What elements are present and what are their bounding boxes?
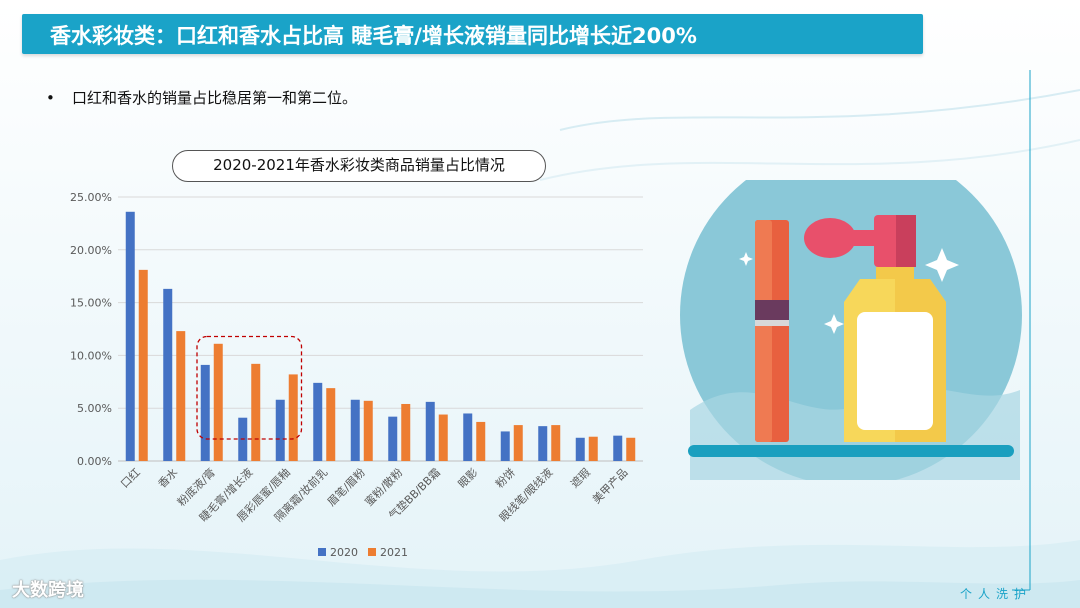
- y-tick-label: 15.00%: [70, 297, 112, 310]
- bar-2020: [200, 364, 210, 461]
- bar-2021: [401, 403, 411, 461]
- bar-2020: [388, 416, 398, 461]
- bar-2021: [626, 437, 636, 461]
- brand-watermark: 大数跨境: [12, 580, 84, 601]
- bar-2020: [538, 426, 548, 461]
- bar-2020: [313, 382, 323, 461]
- x-tick-label: 口红: [118, 466, 143, 491]
- sparkle-icons: [739, 248, 959, 334]
- y-tick-label: 10.00%: [70, 349, 112, 362]
- cosmetics-illustration: [680, 180, 1022, 480]
- bar-2021: [588, 436, 598, 461]
- bullet-text: 口红和香水的销量占比稳居第一和第二位。: [72, 89, 358, 107]
- bar-2020: [463, 413, 473, 461]
- slide-title: 香水彩妆类：口红和香水占比高 睫毛膏/增长液销量同比增长近200%: [50, 24, 697, 48]
- bar-2020: [350, 399, 360, 461]
- bar-2021: [213, 343, 223, 461]
- bar-2021: [551, 425, 561, 461]
- lipstick-icon: [755, 220, 789, 442]
- bar-2021: [438, 414, 448, 461]
- x-tick-label: 粉饼: [492, 465, 517, 490]
- bar-2021: [251, 363, 261, 461]
- legend-label-2020: 2020: [330, 546, 358, 559]
- x-tick-label: 眉笔/眉粉: [324, 465, 368, 509]
- bar-2021: [176, 331, 186, 461]
- x-tick-label: 遮瑕: [567, 465, 592, 490]
- bar-2020: [575, 437, 585, 461]
- legend-swatch-2020: [318, 548, 326, 556]
- bar-2020: [500, 431, 510, 461]
- bar-2021: [326, 388, 336, 461]
- y-tick-label: 20.00%: [70, 244, 112, 257]
- legend-label-2021: 2021: [380, 546, 408, 559]
- y-tick-label: 0.00%: [77, 455, 112, 468]
- bar-2021: [138, 269, 148, 461]
- x-tick-label: 香水: [156, 466, 181, 491]
- bar-2021: [363, 400, 373, 461]
- title-bar: 香水彩妆类：口红和香水占比高 睫毛膏/增长液销量同比增长近200%: [22, 14, 923, 54]
- bar-2020: [275, 399, 285, 461]
- x-tick-label: 美甲产品: [589, 465, 630, 506]
- y-tick-label: 25.00%: [70, 191, 112, 204]
- y-tick-label: 5.00%: [77, 402, 112, 415]
- bar-2020: [163, 288, 173, 461]
- x-tick-label: 眼影: [456, 466, 481, 491]
- shelf: [688, 445, 1014, 457]
- bar-2020: [125, 211, 135, 461]
- bar-2021: [288, 374, 298, 461]
- bullet-point: • 口红和香水的销量占比稳居第一和第二位。: [46, 87, 357, 108]
- footer-section-label: 个人洗护: [959, 587, 1032, 601]
- bar-2020: [425, 401, 435, 461]
- highlight-box: [196, 335, 303, 440]
- bullet-dot: •: [46, 89, 55, 107]
- perfume-icon: [804, 215, 946, 442]
- bar-2020: [613, 435, 623, 461]
- bar-2021: [513, 425, 523, 461]
- chart-title: 2020-2021年香水彩妆类商品销量占比情况: [172, 150, 546, 182]
- legend-swatch-2021: [368, 548, 376, 556]
- bar-2021: [476, 421, 486, 461]
- bar-chart: 0.00%5.00%10.00%15.00%20.00%25.00%口红 香水粉底…: [70, 191, 643, 559]
